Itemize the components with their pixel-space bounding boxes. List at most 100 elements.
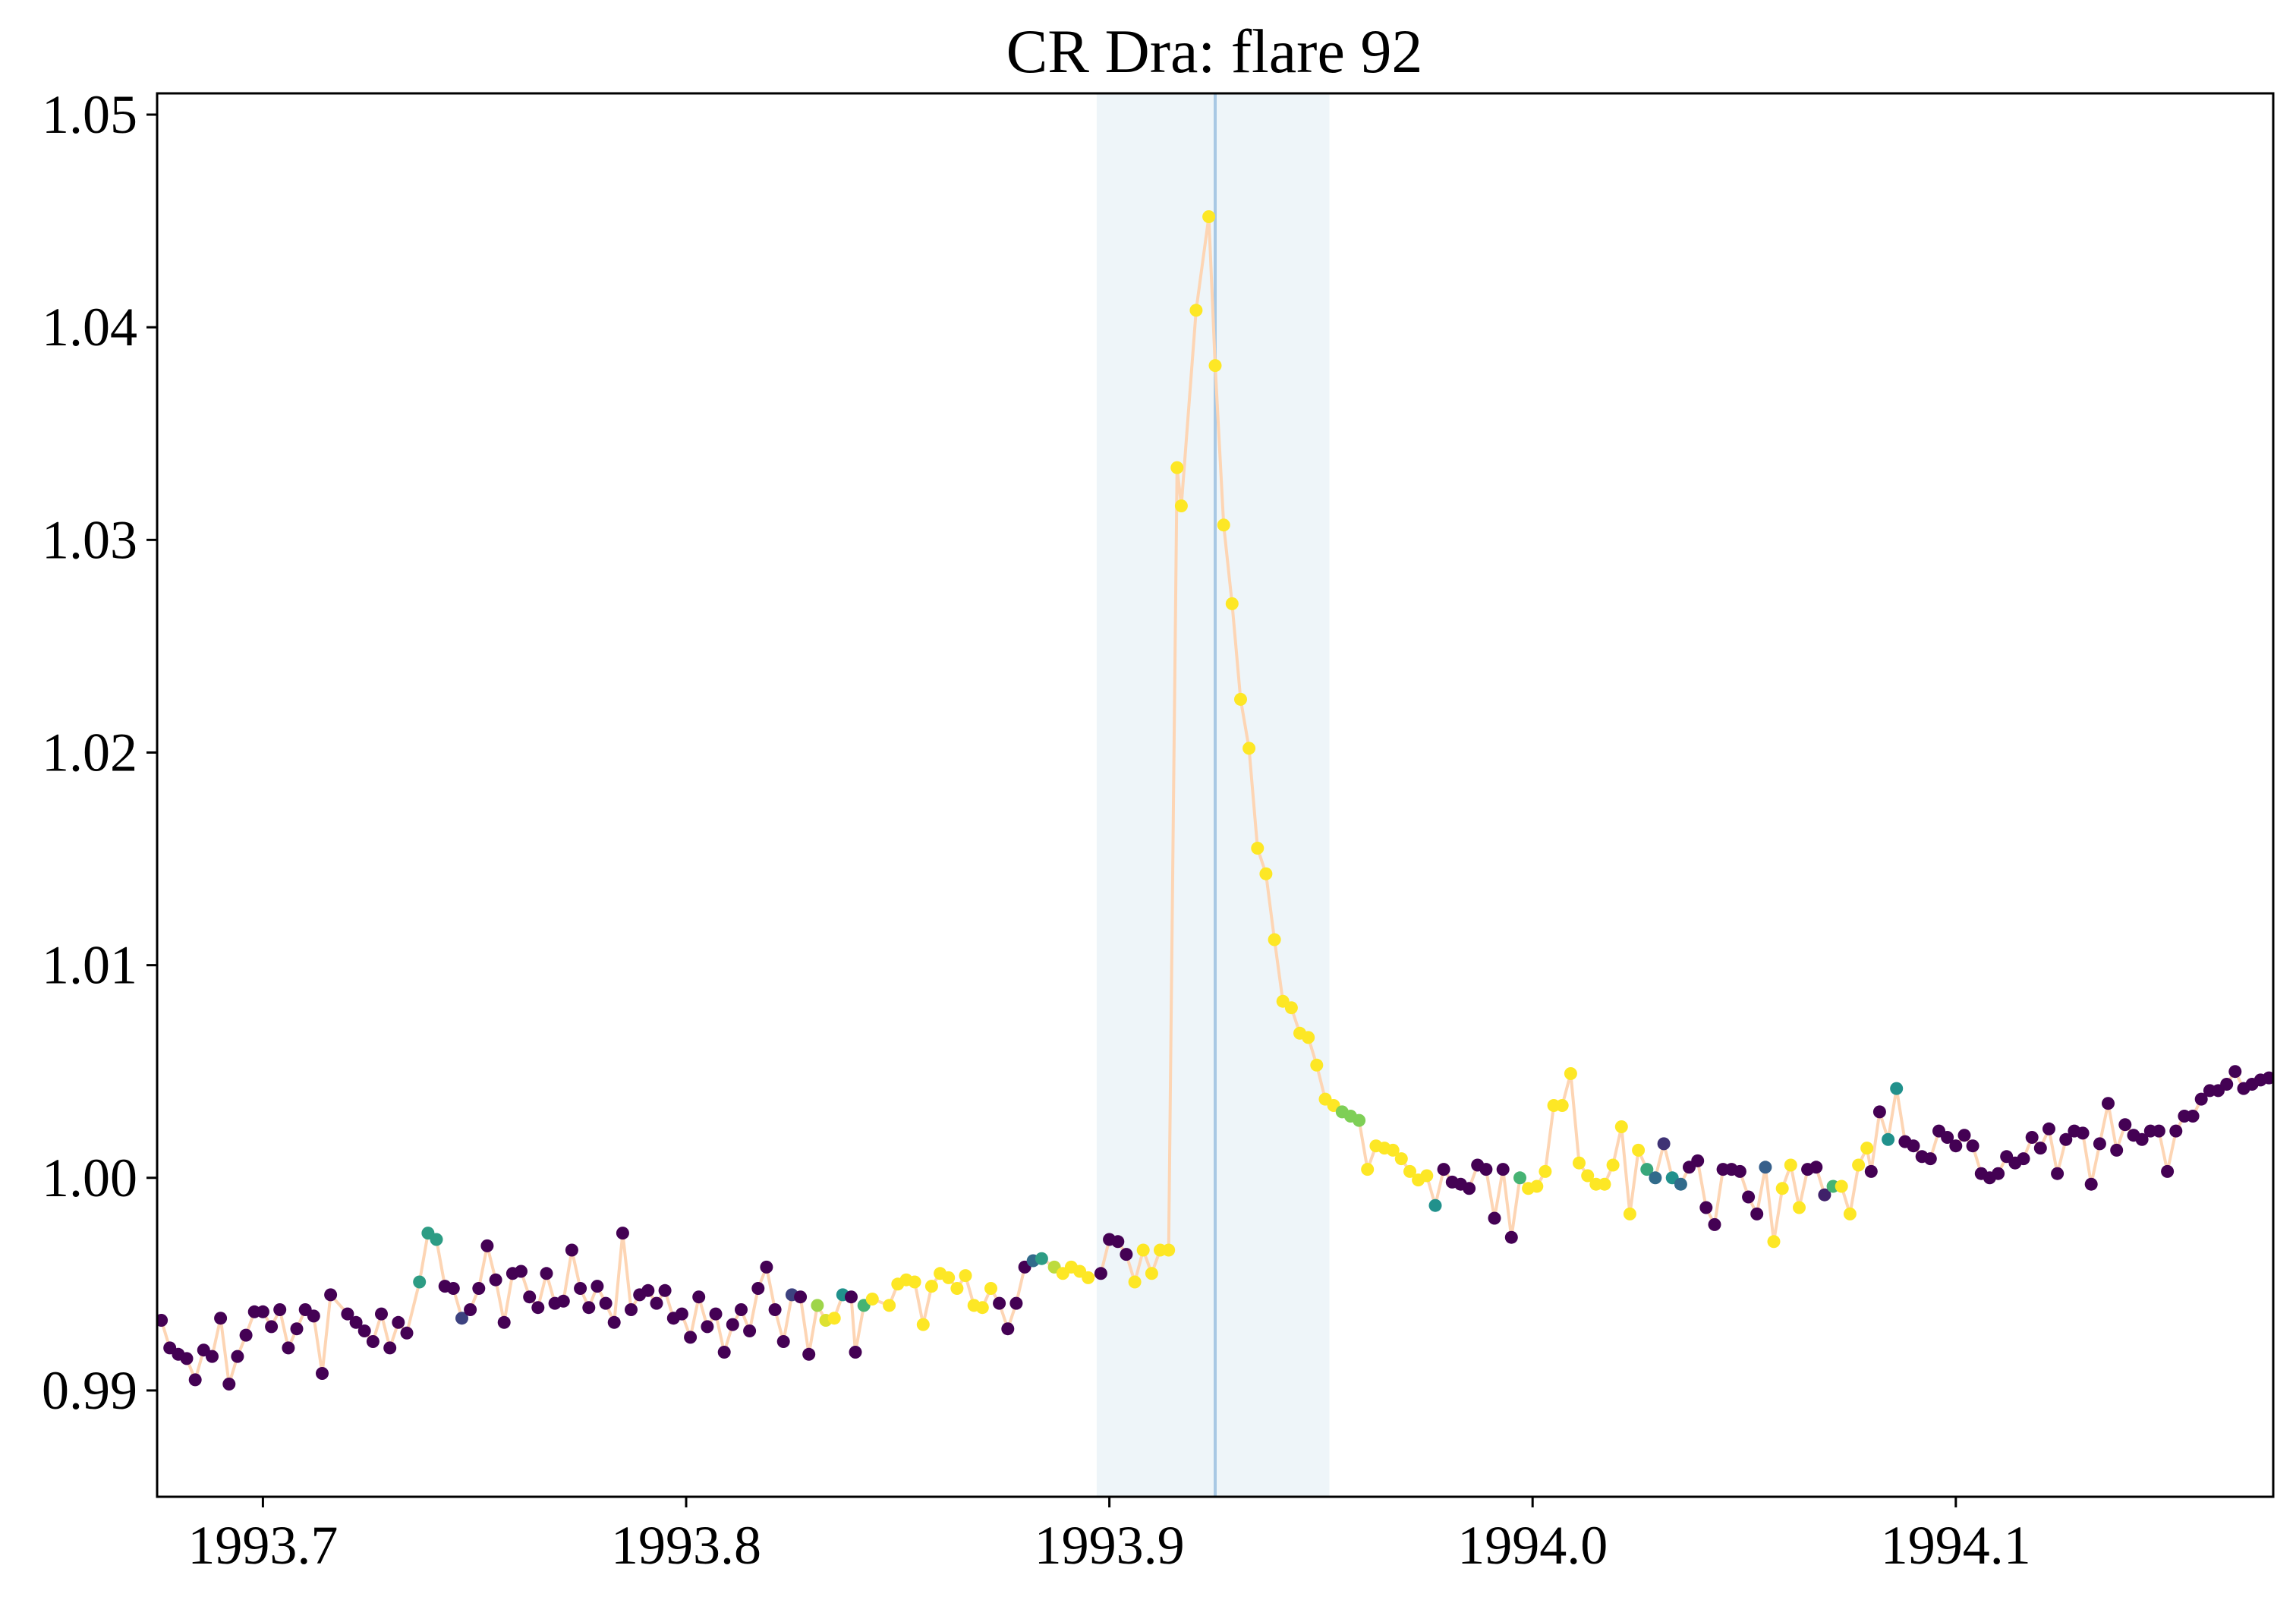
data-point bbox=[2102, 1097, 2115, 1110]
data-point bbox=[616, 1227, 629, 1240]
data-point bbox=[1809, 1161, 1823, 1174]
data-point bbox=[1733, 1164, 1746, 1178]
data-point bbox=[324, 1288, 338, 1302]
data-point bbox=[1750, 1207, 1764, 1220]
data-point bbox=[1907, 1139, 1920, 1153]
data-point bbox=[1145, 1267, 1158, 1280]
x-tick-label: 1993.9 bbox=[1035, 1515, 1185, 1576]
data-point bbox=[1835, 1180, 1848, 1193]
data-point bbox=[472, 1282, 486, 1295]
data-point bbox=[1136, 1243, 1150, 1257]
data-point bbox=[1742, 1190, 1756, 1204]
data-point bbox=[1094, 1267, 1107, 1280]
data-point bbox=[1923, 1152, 1937, 1166]
data-point bbox=[1539, 1164, 1552, 1178]
data-point bbox=[1162, 1243, 1176, 1257]
data-point bbox=[1001, 1322, 1015, 1336]
data-point bbox=[2033, 1142, 2047, 1155]
data-point bbox=[239, 1328, 253, 1342]
data-point bbox=[1259, 867, 1273, 880]
data-point bbox=[357, 1324, 371, 1337]
data-point bbox=[2135, 1132, 2149, 1146]
data-point bbox=[959, 1269, 972, 1283]
data-point bbox=[366, 1335, 380, 1348]
data-point bbox=[1428, 1198, 1442, 1212]
data-point bbox=[523, 1290, 537, 1304]
data-point bbox=[709, 1307, 723, 1321]
data-point bbox=[556, 1294, 570, 1308]
data-point bbox=[2228, 1065, 2242, 1079]
data-point bbox=[908, 1275, 921, 1289]
data-point bbox=[464, 1303, 477, 1316]
data-point bbox=[455, 1312, 468, 1325]
data-point bbox=[489, 1273, 502, 1287]
data-point bbox=[531, 1301, 545, 1315]
y-tick-label: 1.03 bbox=[42, 509, 137, 570]
data-point bbox=[760, 1260, 773, 1274]
data-point bbox=[316, 1367, 329, 1380]
data-point bbox=[273, 1303, 287, 1316]
y-tick-label: 0.99 bbox=[42, 1360, 137, 1421]
data-point bbox=[2110, 1143, 2124, 1157]
data-point bbox=[1649, 1171, 1662, 1185]
data-point bbox=[1128, 1275, 1142, 1289]
data-point bbox=[1852, 1158, 1866, 1172]
data-point bbox=[282, 1341, 295, 1355]
data-point bbox=[1082, 1271, 1095, 1284]
data-point bbox=[1120, 1248, 1133, 1261]
data-point bbox=[574, 1282, 587, 1295]
y-tick-label: 1.00 bbox=[42, 1148, 137, 1208]
data-point bbox=[1513, 1171, 1526, 1185]
data-point bbox=[430, 1233, 443, 1246]
data-point bbox=[2186, 1110, 2200, 1123]
data-point bbox=[827, 1312, 841, 1325]
data-point bbox=[1573, 1156, 1586, 1170]
data-point bbox=[1860, 1142, 1874, 1155]
data-point bbox=[849, 1346, 862, 1359]
data-point bbox=[180, 1352, 194, 1365]
data-point bbox=[1966, 1139, 1979, 1153]
data-point bbox=[582, 1301, 596, 1315]
data-point bbox=[307, 1309, 320, 1323]
data-point bbox=[1111, 1235, 1125, 1249]
data-point bbox=[256, 1305, 269, 1318]
data-point bbox=[1872, 1105, 1886, 1119]
data-point bbox=[1463, 1182, 1476, 1195]
data-point bbox=[2093, 1137, 2106, 1151]
data-point bbox=[751, 1282, 765, 1295]
data-point bbox=[1251, 842, 1265, 855]
x-tick-label: 1993.7 bbox=[187, 1515, 338, 1576]
data-point bbox=[1890, 1082, 1904, 1095]
data-point bbox=[157, 1314, 168, 1327]
data-point bbox=[1479, 1163, 1493, 1176]
data-point bbox=[1302, 1031, 1315, 1044]
data-point bbox=[206, 1350, 219, 1363]
data-point bbox=[1708, 1217, 1721, 1231]
plot-area bbox=[157, 93, 2273, 1497]
data-point bbox=[975, 1301, 989, 1315]
data-point bbox=[2118, 1118, 2132, 1132]
data-point bbox=[865, 1293, 879, 1306]
data-point bbox=[1403, 1164, 1416, 1178]
data-point bbox=[1234, 692, 1247, 706]
data-point bbox=[883, 1299, 896, 1312]
data-point bbox=[1992, 1167, 2005, 1180]
data-point bbox=[1843, 1207, 1857, 1220]
data-point bbox=[1882, 1132, 1895, 1146]
data-point bbox=[1353, 1113, 1366, 1127]
data-point bbox=[2051, 1167, 2065, 1180]
data-point bbox=[1793, 1201, 1806, 1214]
data-point bbox=[802, 1347, 816, 1361]
data-point bbox=[1759, 1161, 1772, 1174]
data-point bbox=[658, 1283, 672, 1297]
data-point bbox=[2194, 1092, 2208, 1106]
data-point bbox=[607, 1315, 621, 1329]
y-tick-label: 1.02 bbox=[42, 722, 137, 783]
data-point bbox=[650, 1296, 663, 1310]
data-point bbox=[1767, 1235, 1781, 1249]
data-point bbox=[1623, 1207, 1636, 1220]
axes: 1993.7 1993.8 1993.9 1994.0 1994.1 0.99 1.00 1.… bbox=[42, 84, 2275, 1576]
data-point bbox=[641, 1283, 655, 1297]
data-point bbox=[265, 1320, 279, 1334]
data-point bbox=[942, 1271, 956, 1284]
